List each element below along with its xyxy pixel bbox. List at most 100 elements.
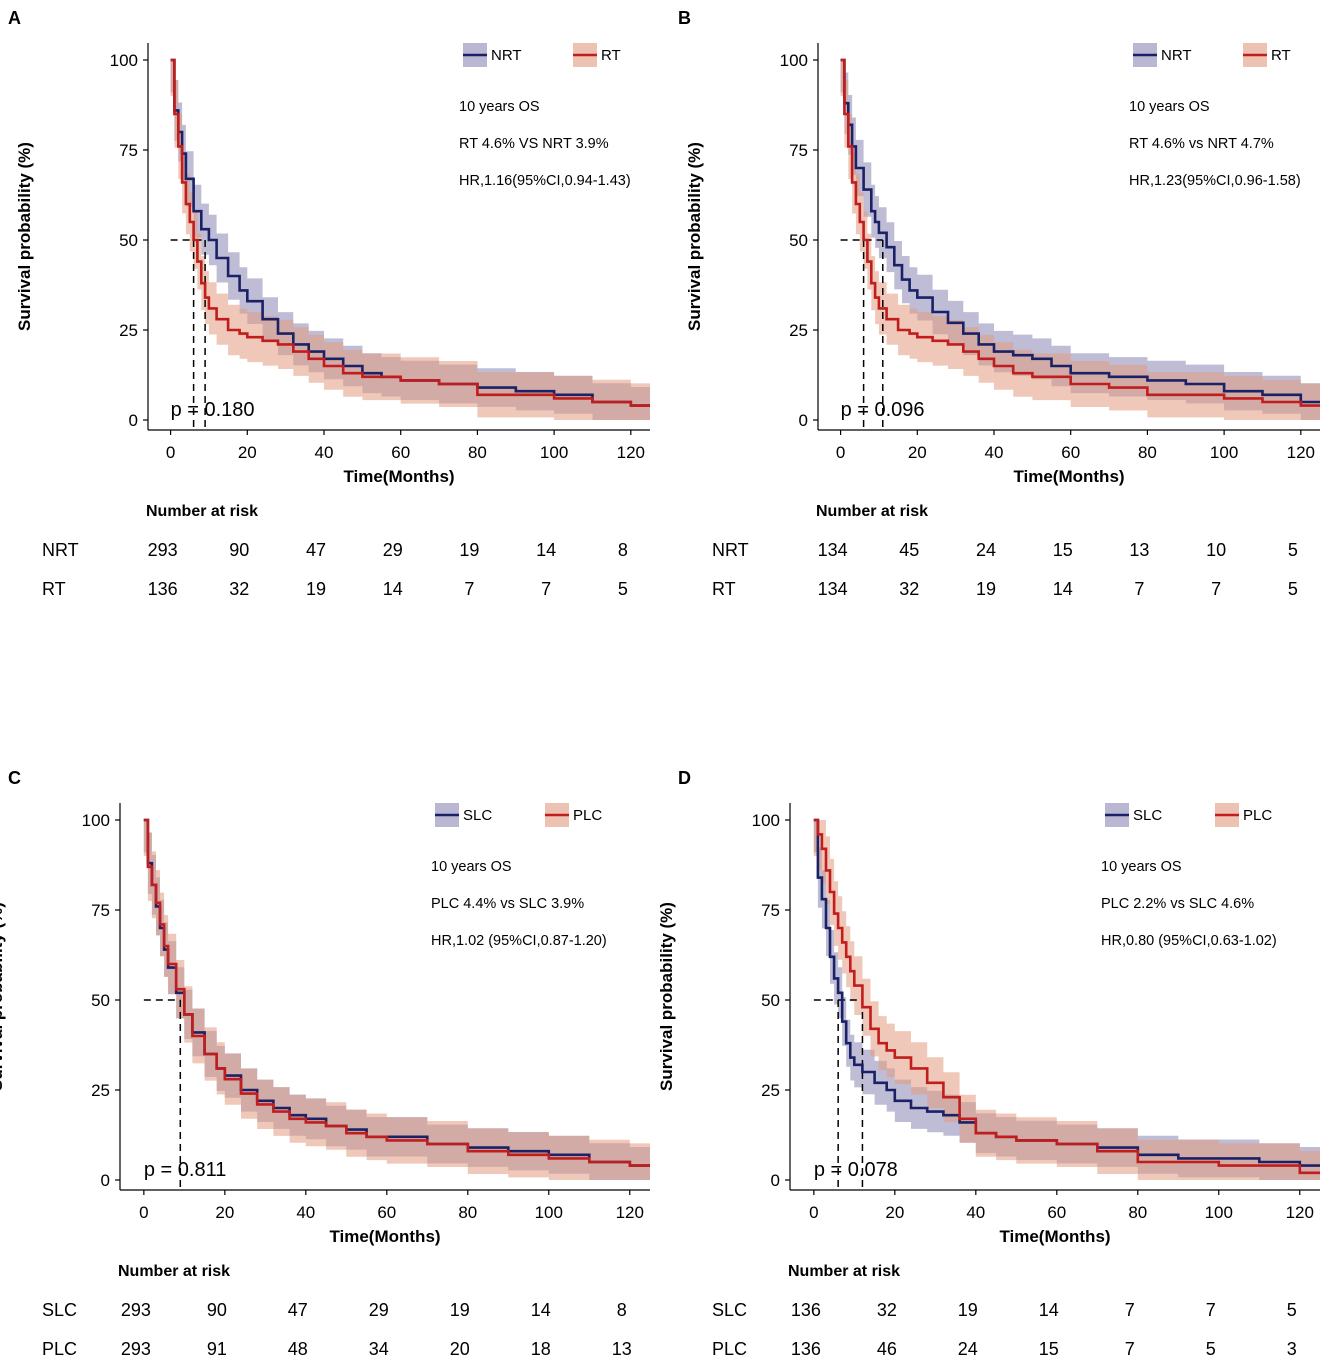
panel-label: B xyxy=(678,8,691,28)
legend-label-nrt: NRT xyxy=(1161,47,1192,64)
risk-count: 32 xyxy=(877,1300,897,1320)
y-axis-label: Survival probability (%) xyxy=(685,142,704,331)
risk-count: 45 xyxy=(899,540,919,560)
risk-count: 48 xyxy=(288,1339,308,1359)
x-tick-label: 60 xyxy=(377,1203,396,1222)
annotation-3: HR,1.16(95%CI,0.94-1.43) xyxy=(459,173,631,189)
y-tick-label: 100 xyxy=(82,811,110,830)
x-tick-label: 40 xyxy=(296,1203,315,1222)
risk-count: 8 xyxy=(618,540,628,560)
y-tick-label: 75 xyxy=(119,141,138,160)
survival-line-plc xyxy=(813,818,1320,1175)
x-tick-label: 100 xyxy=(1205,1203,1233,1222)
risk-count: 5 xyxy=(1287,1300,1297,1320)
risk-count: 5 xyxy=(1206,1339,1216,1359)
risk-count: 19 xyxy=(450,1300,470,1320)
y-tick-label: 75 xyxy=(761,901,780,920)
x-tick-label: 120 xyxy=(1287,443,1315,462)
risk-count: 7 xyxy=(1125,1300,1135,1320)
x-tick-label: 40 xyxy=(985,443,1004,462)
x-tick-label: 40 xyxy=(315,443,334,462)
risk-count: 134 xyxy=(818,540,848,560)
y-tick-label: 75 xyxy=(789,141,808,160)
x-tick-label: 80 xyxy=(1128,1203,1147,1222)
risk-count: 34 xyxy=(369,1339,389,1359)
risk-count: 5 xyxy=(1288,540,1298,560)
risk-count: 90 xyxy=(229,540,249,560)
x-tick-label: 60 xyxy=(1047,1203,1066,1222)
risk-count: 14 xyxy=(531,1300,551,1320)
x-tick-label: 100 xyxy=(535,1203,563,1222)
risk-count: 20 xyxy=(450,1339,470,1359)
risk-count: 7 xyxy=(1211,579,1221,599)
x-tick-label: 20 xyxy=(885,1203,904,1222)
y-tick-label: 50 xyxy=(119,231,138,250)
annotation-2: RT 4.6% VS NRT 3.9% xyxy=(459,136,609,152)
risk-count: 14 xyxy=(1039,1300,1059,1320)
risk-row-label-rt: RT xyxy=(42,579,66,599)
survival-line-slc xyxy=(813,818,1320,1167)
y-tick-label: 0 xyxy=(129,411,138,430)
x-tick-label: 100 xyxy=(540,443,568,462)
risk-count: 136 xyxy=(791,1300,821,1320)
risk-count: 29 xyxy=(369,1300,389,1320)
risk-count: 13 xyxy=(612,1339,632,1359)
x-tick-label: 60 xyxy=(391,443,410,462)
risk-count: 136 xyxy=(791,1339,821,1359)
y-tick-label: 0 xyxy=(771,1171,780,1190)
risk-count: 46 xyxy=(877,1339,897,1359)
legend-label-nrt: NRT xyxy=(491,47,522,64)
risk-count: 47 xyxy=(288,1300,308,1320)
x-tick-label: 60 xyxy=(1061,443,1080,462)
x-tick-label: 120 xyxy=(617,443,645,462)
annotation-1: 10 years OS xyxy=(459,99,540,115)
risk-count: 29 xyxy=(383,540,403,560)
legend-label-plc: PLC xyxy=(1243,807,1272,824)
risk-row-label-nrt: NRT xyxy=(42,540,79,560)
y-axis-label: Survival probability (%) xyxy=(657,902,676,1091)
y-axis-label: Survival probability (%) xyxy=(0,902,6,1091)
y-tick-label: 25 xyxy=(119,321,138,340)
y-tick-label: 100 xyxy=(110,51,138,70)
km-chart: C Survival probability (%) 0 25 50 75 100 0 20 40… xyxy=(0,768,651,1359)
risk-count: 10 xyxy=(1206,540,1226,560)
risk-row-label-slc: SLC xyxy=(712,1300,747,1320)
x-axis-label: Time(Months) xyxy=(999,1227,1110,1246)
survival-line-plc xyxy=(143,818,650,1167)
confidence-band-rt xyxy=(170,60,650,420)
annotation-1: 10 years OS xyxy=(431,859,512,875)
risk-row-label-rt: RT xyxy=(712,579,736,599)
risk-count: 8 xyxy=(617,1300,627,1320)
y-tick-label: 50 xyxy=(761,991,780,1010)
risk-count: 7 xyxy=(464,579,474,599)
survival-line-rt xyxy=(170,58,650,407)
confidence-band-rt xyxy=(840,60,1320,420)
x-axis-label: Time(Months) xyxy=(343,467,454,486)
risk-count: 293 xyxy=(121,1339,151,1359)
p-value: p = 0.811 xyxy=(144,1159,226,1181)
km-panel-c: C Survival probability (%) 0 25 50 75 100 0 20 40… xyxy=(0,760,655,1360)
annotation-1: 10 years OS xyxy=(1101,859,1182,875)
confidence-band-plc xyxy=(143,820,651,1180)
risk-count: 19 xyxy=(306,579,326,599)
km-panel-a: A Survival probability (%) 0 25 50 75 100 0 20 40… xyxy=(0,0,655,600)
x-tick-label: 40 xyxy=(966,1203,985,1222)
x-tick-label: 20 xyxy=(238,443,257,462)
risk-count: 24 xyxy=(958,1339,978,1359)
annotation-2: PLC 2.2% vs SLC 4.6% xyxy=(1101,896,1254,912)
x-tick-label: 20 xyxy=(215,1203,234,1222)
risk-count: 7 xyxy=(1206,1300,1216,1320)
risk-count: 293 xyxy=(121,1300,151,1320)
risk-row-label-nrt: NRT xyxy=(712,540,749,560)
risk-count: 5 xyxy=(1288,579,1298,599)
risk-count: 32 xyxy=(899,579,919,599)
risk-count: 136 xyxy=(148,579,178,599)
x-tick-label: 80 xyxy=(468,443,487,462)
risk-count: 91 xyxy=(207,1339,227,1359)
risk-count: 15 xyxy=(1053,540,1073,560)
legend-label-slc: SLC xyxy=(463,807,492,824)
x-axis-label: Time(Months) xyxy=(1013,467,1124,486)
x-tick-label: 0 xyxy=(166,443,175,462)
y-tick-label: 50 xyxy=(91,991,110,1010)
